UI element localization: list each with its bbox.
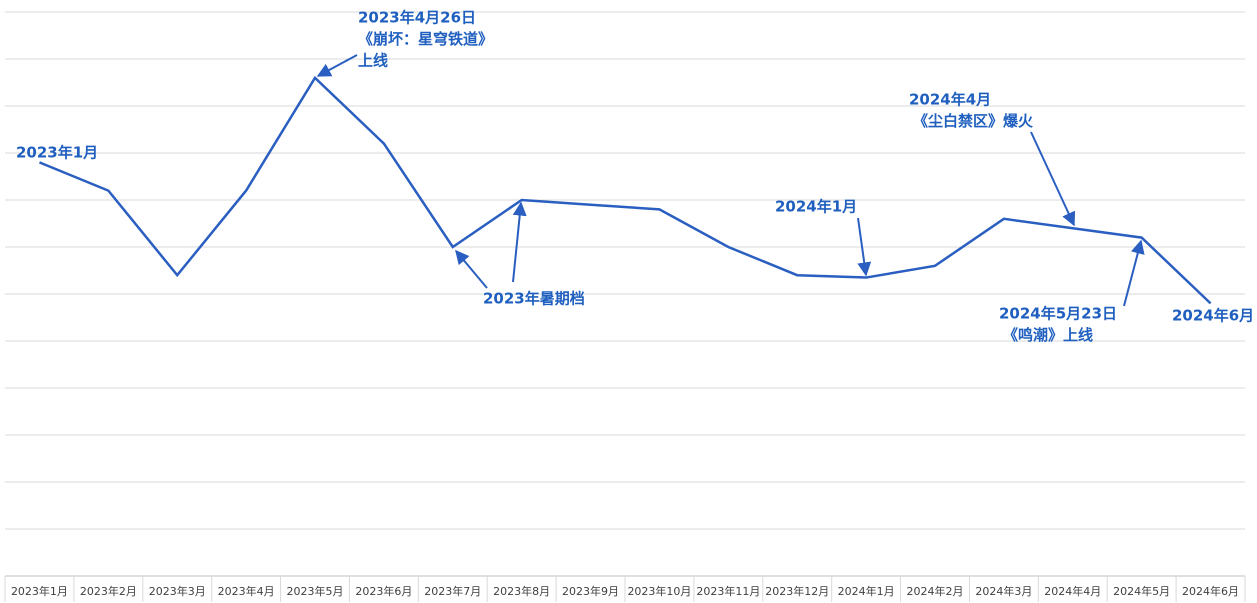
x-tick-label: 2023年3月 [149, 584, 206, 598]
annotation: 2024年4月 [909, 91, 991, 109]
arrow [512, 201, 527, 283]
annotation: 《尘白禁区》爆火 [913, 112, 1034, 130]
arrow [1030, 131, 1076, 227]
x-tick-label: 2023年6月 [355, 584, 412, 598]
arrow [1123, 239, 1145, 307]
annotation: 《崩坏：星穹铁道》 [358, 30, 493, 48]
x-tick-label: 2024年2月 [907, 584, 964, 598]
annotation: 2023年暑期档 [483, 290, 585, 308]
x-tick-label: 2023年1月 [11, 584, 68, 598]
annotation: 2024年5月23日 [999, 305, 1117, 323]
annotation: 上线 [358, 52, 388, 70]
x-tick-label: 2023年12月 [765, 584, 829, 598]
x-tick-label: 2023年2月 [80, 584, 137, 598]
x-tick-label: 2023年7月 [424, 584, 481, 598]
plot: 2023年1月 2023年2月 2023年3月 2023年4月 2023年5月 2023年… [4, 9, 1254, 602]
arrow [455, 249, 488, 289]
annotation: 《鸣潮》上线 [1003, 326, 1093, 344]
annotation: 2023年4月26日 [358, 9, 476, 27]
annotation-arrows [316, 54, 1145, 307]
line-series [38, 75, 1212, 305]
x-tick-label: 2023年9月 [562, 584, 619, 598]
annotation: 2024年1月 [775, 198, 857, 216]
x-tick-label: 2023年10月 [627, 584, 691, 598]
arrow [857, 217, 872, 277]
x-tick-label: 2024年3月 [975, 584, 1032, 598]
x-tick-label: 2024年4月 [1044, 584, 1101, 598]
x-tick-label: 2024年1月 [838, 584, 895, 598]
x-tick-label: 2023年5月 [287, 584, 344, 598]
x-tick-label: 2023年4月 [218, 584, 275, 598]
x-tick-label: 2024年5月 [1113, 584, 1170, 598]
annotation: 2024年6月 [1172, 307, 1254, 325]
x-tick-label: 2023年11月 [696, 584, 760, 598]
x-tick-label: 2023年8月 [493, 584, 550, 598]
annotation: 2023年1月 [16, 144, 98, 162]
x-tick-label: 2024年6月 [1182, 584, 1239, 598]
arrow [316, 54, 358, 77]
